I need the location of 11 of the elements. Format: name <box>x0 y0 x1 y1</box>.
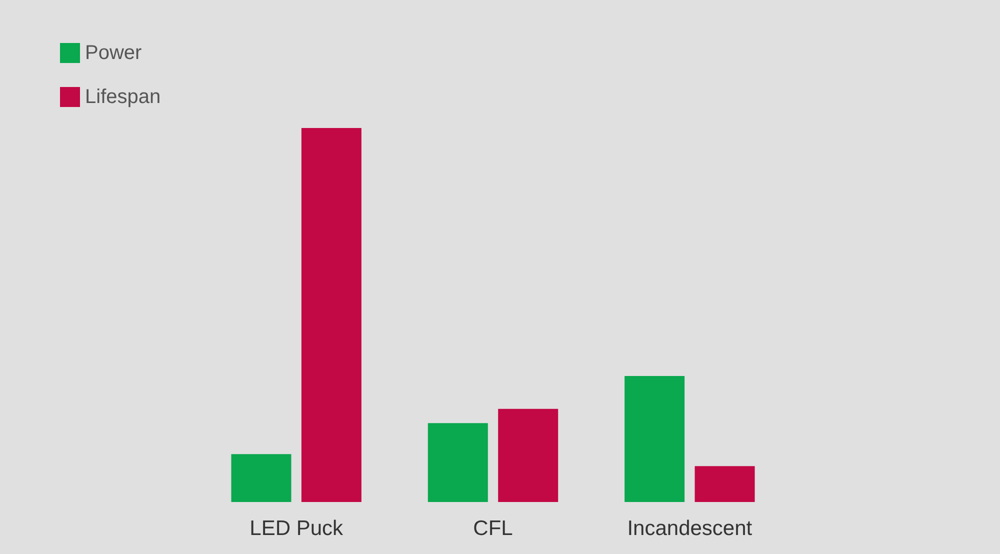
bar <box>694 466 755 502</box>
x-tick-label: CFL <box>473 517 513 540</box>
bar <box>428 423 488 502</box>
legend-label: Lifespan <box>85 86 161 108</box>
bar <box>301 128 362 502</box>
legend-label: Power <box>85 42 142 64</box>
bar <box>231 454 292 502</box>
bar <box>624 376 685 502</box>
bar <box>498 408 558 502</box>
x-tick-label: LED Puck <box>250 517 344 540</box>
x-tick-label: Incandescent <box>627 517 752 540</box>
